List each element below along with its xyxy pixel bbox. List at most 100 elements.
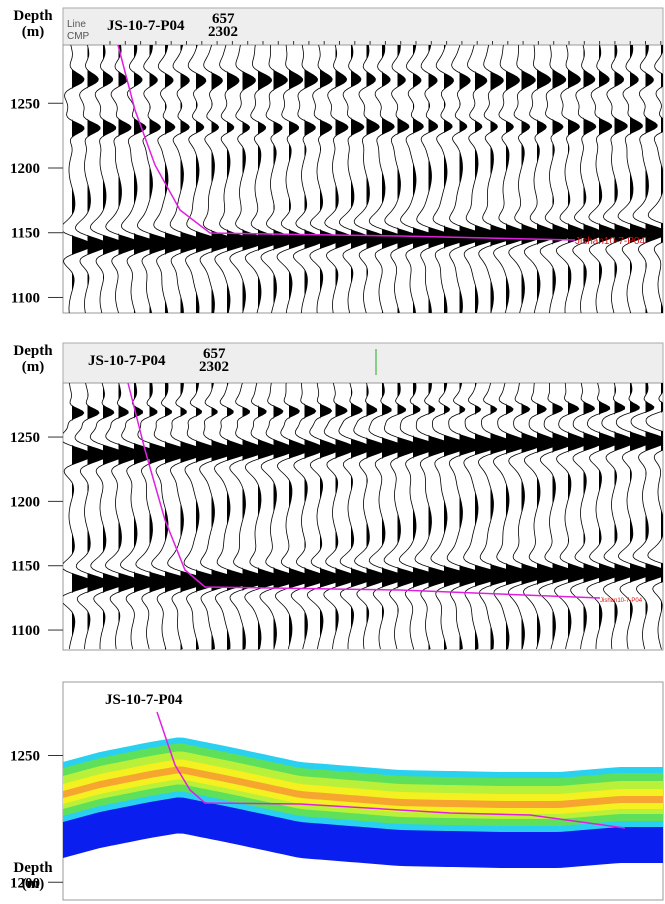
trace: [555, 45, 588, 313]
trace-fill: [180, 383, 207, 650]
trace-fill: [537, 383, 562, 650]
trace: [260, 45, 295, 313]
trace: [324, 45, 356, 313]
trace: [185, 45, 221, 313]
trace: [432, 45, 470, 313]
cmp-label: CMP: [67, 31, 90, 42]
line-number: 657: [203, 346, 226, 362]
trace: [617, 45, 651, 313]
y-tick-label: 1250: [10, 96, 40, 112]
y-tick-label: 1250: [10, 430, 40, 446]
y-tick-label: 1150: [11, 559, 40, 575]
trace: [554, 383, 592, 650]
trace-fill: [568, 45, 588, 313]
trace: [384, 45, 421, 313]
amplitude-band: [63, 766, 663, 808]
unit-label: (m): [22, 359, 45, 375]
trace-fill: [459, 383, 486, 650]
panel-header: [62, 342, 664, 384]
trace-fill: [196, 383, 223, 650]
trace-fill: [366, 45, 387, 313]
trace-fill: [87, 383, 109, 650]
trace: [368, 45, 404, 313]
cmp-number: 2302: [199, 359, 229, 375]
trace-fill: [304, 45, 324, 313]
trace: [586, 383, 621, 649]
trace-fill: [583, 45, 603, 313]
trace-fill: [289, 45, 309, 313]
trace: [276, 45, 310, 313]
y-tick-label: 1100: [11, 290, 40, 306]
well-name: JS-10-7-P04: [105, 692, 183, 708]
trace: [523, 45, 559, 313]
trace-fill: [397, 45, 420, 313]
trace: [199, 383, 239, 650]
trace: [570, 383, 606, 650]
trace: [492, 383, 534, 650]
trace: [508, 45, 545, 313]
trace: [105, 45, 141, 313]
trace: [244, 383, 285, 650]
trace: [632, 45, 663, 313]
y-tick-label: 1200: [10, 494, 40, 510]
depth-label: Depth: [13, 343, 53, 359]
trace: [169, 45, 206, 313]
trace: [229, 383, 270, 650]
trace-fill: [552, 383, 577, 650]
trace: [136, 45, 174, 313]
trace-fill: [72, 45, 92, 313]
trace-fill: [289, 383, 313, 650]
trace: [539, 45, 573, 313]
trace-fill: [227, 383, 254, 650]
trace: [167, 383, 208, 650]
trace: [153, 45, 191, 313]
trace: [463, 383, 503, 650]
trace: [229, 45, 266, 313]
trace: [309, 45, 340, 313]
panel-header: [62, 7, 664, 46]
trace: [119, 383, 158, 650]
trace-fill: [521, 383, 548, 650]
trace-fill: [335, 45, 355, 313]
trace: [414, 383, 454, 650]
trace: [151, 383, 191, 650]
trace: [588, 45, 619, 313]
trace-fill: [661, 383, 663, 650]
trace: [292, 45, 325, 313]
trace: [645, 389, 663, 650]
trace-fill: [258, 383, 284, 650]
panel: JS-10-7-P04 Depth(m)1200 1250: [10, 681, 664, 901]
y-tick-label: 1150: [11, 226, 40, 242]
well-path: [156, 711, 626, 829]
trace: [463, 45, 500, 313]
trace: [398, 383, 438, 650]
trace-fill: [320, 383, 342, 650]
trace: [493, 45, 530, 313]
trace-fill: [211, 383, 239, 650]
trace-fill: [304, 383, 327, 650]
trace-fill: [614, 383, 636, 650]
trace: [601, 383, 636, 650]
well-name: JS-10-7-P04: [107, 18, 185, 34]
trace-fill: [568, 383, 591, 650]
trace: [647, 48, 663, 313]
trace: [446, 383, 487, 650]
seismic-section: [63, 737, 663, 868]
trace: [306, 383, 342, 650]
trace: [523, 383, 563, 650]
trace: [478, 45, 516, 313]
y-tick-label: 1250: [10, 749, 40, 765]
trace: [430, 383, 471, 650]
trace: [259, 383, 299, 650]
trace: [214, 383, 255, 650]
trace-fill: [382, 45, 404, 313]
trace-fill: [227, 45, 251, 313]
y-tick-label: 1100: [11, 623, 40, 639]
trace-fill: [506, 383, 533, 650]
trace: [572, 45, 603, 313]
trace-fill: [444, 383, 470, 650]
line-number: 657: [212, 11, 235, 27]
trace: [63, 383, 94, 650]
